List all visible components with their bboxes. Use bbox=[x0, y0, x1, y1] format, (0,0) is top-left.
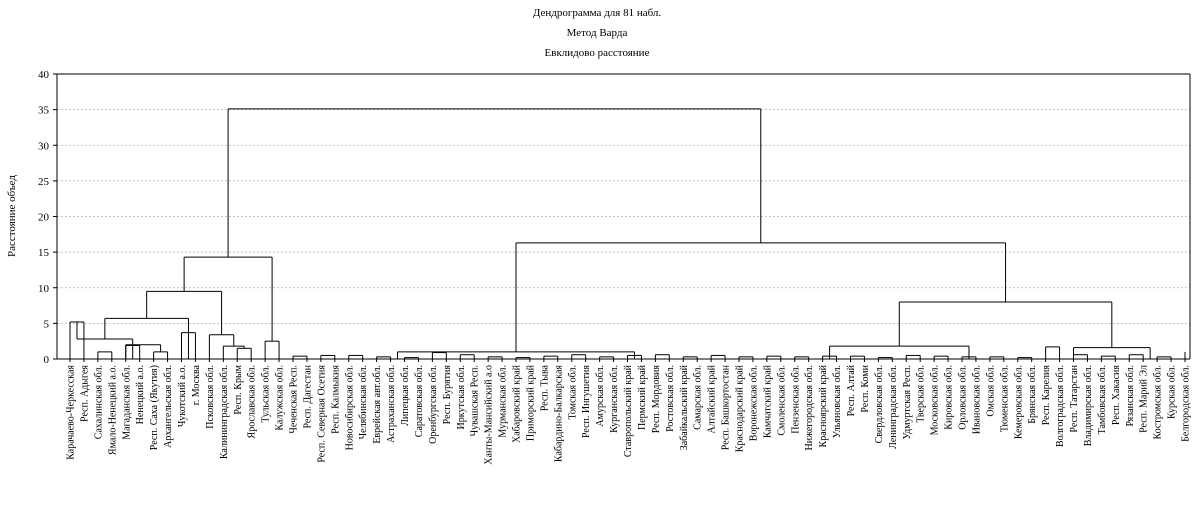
leaf-label: Забайкальский край bbox=[679, 364, 690, 450]
leaf-label: Респ. Бурятия bbox=[442, 365, 453, 425]
leaf-label: Кировская обл. bbox=[944, 365, 955, 430]
leaf-label: Ярославская обл. bbox=[247, 365, 258, 438]
leaf-label: Удмуртская Респ. bbox=[902, 365, 913, 440]
leaf-label: Московская обл. bbox=[930, 365, 941, 435]
y-tick-label: 10 bbox=[38, 283, 50, 295]
leaf-label: Свердловская обл. bbox=[874, 365, 885, 443]
leaf-label: Чувашская Респ. bbox=[470, 365, 481, 436]
leaf-label: Респ. Крым bbox=[233, 364, 244, 414]
leaf-label: Новосибирская обл. bbox=[344, 365, 355, 450]
leaf-label: Нижегородская обл. bbox=[804, 365, 815, 450]
leaf-label: Смоленская обл. bbox=[776, 365, 787, 436]
leaf-label: Рязанская обл. bbox=[1125, 365, 1136, 427]
y-tick-label: 40 bbox=[38, 69, 50, 81]
leaf-label: Приморский край bbox=[525, 364, 536, 441]
leaf-label: Магаданская обл. bbox=[121, 365, 132, 440]
y-tick-label: 25 bbox=[38, 176, 50, 188]
leaf-label: Калининградская обл. bbox=[219, 365, 230, 459]
leaf-label: Пензенская обл. bbox=[790, 365, 801, 434]
leaf-label: Респ. Коми bbox=[860, 364, 871, 412]
leaf-label: Курганская обл. bbox=[609, 365, 620, 433]
grid-layer bbox=[57, 109, 1190, 324]
leaf-label: Чукотский а.о. bbox=[177, 365, 188, 427]
leaf-label: Чеченская Респ. bbox=[289, 365, 300, 434]
y-tick-label: 5 bbox=[44, 318, 50, 330]
leaf-label: Карачаево-Черкесская bbox=[66, 365, 77, 460]
leaf-label: Респ. Марий Эл bbox=[1139, 365, 1150, 433]
chart-subtitle-method: Метод Варда bbox=[567, 27, 628, 39]
leaf-label: Челябинская обл. bbox=[358, 365, 369, 439]
leaf-label: Ставропольский край bbox=[623, 364, 634, 457]
leaf-label: Респ. Адыгея bbox=[79, 365, 90, 422]
leaf-label: Оренбургская обл. bbox=[428, 365, 439, 444]
leaf-label: Кабардино-Балкарская bbox=[553, 365, 564, 462]
leaf-label: Иркутская обл. bbox=[456, 365, 467, 429]
leaf-label: Тюменская обл. bbox=[999, 365, 1010, 432]
leaf-label: Хабаровский край bbox=[512, 364, 523, 443]
leaf-label: Ростовская обл. bbox=[665, 365, 676, 432]
leaf-label: Кемеровская обл. bbox=[1013, 365, 1024, 439]
y-tick-label: 35 bbox=[38, 105, 50, 117]
leaf-label: Томская обл. bbox=[567, 365, 578, 420]
y-tick-label: 20 bbox=[38, 212, 50, 224]
axes-layer: 0 5 10 15 20 25 30 35 40 bbox=[38, 69, 1191, 366]
leaf-labels: Карачаево-Черкесская Респ. Адыгея Сахалинс… bbox=[66, 364, 1192, 464]
leaf-label: Архангельская обл. bbox=[163, 365, 174, 448]
chart-subtitle-distance: Евклидово расстояние bbox=[545, 47, 650, 59]
y-axis-label: Расстояние объед bbox=[6, 175, 18, 257]
leaf-label: Тамбовская обл. bbox=[1097, 365, 1108, 434]
leaf-label: Волгоградская обл. bbox=[1055, 365, 1066, 447]
leaf-label: Курская обл. bbox=[1167, 365, 1178, 419]
leaf-label: Мурманская обл. bbox=[498, 365, 509, 438]
leaf-label: Липецкая обл. bbox=[400, 365, 411, 426]
leaf-label: Воронежская обл. bbox=[748, 365, 759, 441]
leaf-label: Респ. Северная Осетия bbox=[316, 365, 327, 463]
leaf-label: Пермский край bbox=[637, 364, 648, 430]
leaf-label: Ямало-Ненецкий а.о. bbox=[107, 365, 118, 455]
leaf-label: Калужская обл. bbox=[275, 365, 286, 431]
leaf-label: Красноярский край bbox=[818, 364, 829, 447]
leaf-label: Респ. Ингушетия bbox=[581, 365, 592, 438]
leaf-label: Респ. Башкортостан bbox=[721, 364, 732, 450]
y-tick-label: 15 bbox=[38, 247, 50, 259]
leaf-label: Респ. Алтай bbox=[846, 364, 857, 416]
leaf-label: Ульяновская обл. bbox=[832, 365, 843, 438]
y-tick-label: 0 bbox=[44, 354, 50, 366]
y-tick-label: 30 bbox=[38, 140, 50, 152]
leaf-label: Респ. Дагестан bbox=[302, 364, 313, 428]
leaf-label: Сахалинская обл. bbox=[93, 365, 104, 439]
leaf-label: Ненецкий а.о. bbox=[135, 365, 146, 424]
leaf-label: Псковская обл. bbox=[205, 365, 216, 429]
leaf-label: г. Москва bbox=[191, 364, 202, 405]
leaf-label: Тверская обл. bbox=[916, 365, 927, 423]
leaf-label: Ханты-Мансийский а.о bbox=[484, 365, 495, 465]
leaf-label: Респ. Мордовия bbox=[651, 365, 662, 434]
leaf-label: Респ. Татарстан bbox=[1069, 364, 1080, 432]
leaf-label: Алтайский край bbox=[707, 364, 718, 433]
leaf-label: Респ. Карелия bbox=[1041, 365, 1052, 426]
leaf-label: Самарская обл. bbox=[693, 365, 704, 430]
leaf-label: Респ. Саха (Якутия) bbox=[149, 365, 160, 450]
leaf-label: Брянская обл. bbox=[1027, 365, 1038, 424]
leaf-label: Еврейская авт.обл. bbox=[372, 365, 383, 444]
leaf-label: Ивановская обл. bbox=[971, 365, 982, 434]
leaf-label: Орловская обл. bbox=[958, 365, 969, 430]
leaf-label: Владимирская обл. bbox=[1083, 365, 1094, 446]
leaf-label: Белгородская обл. bbox=[1181, 365, 1192, 442]
leaf-label: Омская обл. bbox=[985, 365, 996, 417]
leaf-label: Саратовская обл. bbox=[414, 365, 425, 437]
leaf-label: Тульская обл. bbox=[261, 365, 272, 423]
leaf-label: Краснодарский край bbox=[735, 364, 746, 452]
leaf-label: Костромская обл. bbox=[1153, 365, 1164, 440]
leaf-label: Ленинградская обл. bbox=[888, 365, 899, 449]
dendrogram-tree bbox=[69, 108, 1186, 359]
leaf-label: Респ. Калмыкия bbox=[330, 365, 341, 434]
leaf-label: Астраханская обл. bbox=[386, 365, 397, 443]
leaf-label: Амурская обл. bbox=[595, 365, 606, 427]
chart-title: Дендрограмма для 81 набл. bbox=[533, 7, 662, 19]
leaf-label: Камчатский край bbox=[762, 364, 773, 438]
leaf-label: Респ. Хакасия bbox=[1111, 365, 1122, 426]
leaf-label: Респ. Тыва bbox=[539, 364, 550, 411]
